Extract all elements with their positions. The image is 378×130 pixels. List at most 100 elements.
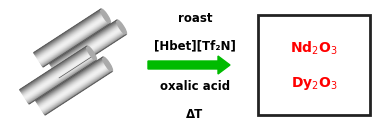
Text: Nd$_2$O$_3$: Nd$_2$O$_3$ [290,39,338,57]
Polygon shape [40,63,107,107]
Polygon shape [57,31,124,75]
Polygon shape [36,58,104,102]
Polygon shape [42,21,109,66]
Polygon shape [56,30,124,74]
Text: oxalic acid: oxalic acid [160,80,230,93]
Polygon shape [26,56,93,100]
Ellipse shape [116,20,127,34]
Polygon shape [37,58,104,103]
Polygon shape [41,66,109,110]
Polygon shape [23,51,90,95]
Polygon shape [39,62,106,106]
Polygon shape [36,13,104,57]
Polygon shape [59,33,126,77]
Polygon shape [40,20,108,64]
Ellipse shape [87,46,96,60]
Polygon shape [36,57,103,101]
Polygon shape [27,57,94,102]
Polygon shape [38,60,105,104]
Polygon shape [43,69,111,113]
Polygon shape [54,27,122,71]
Polygon shape [43,69,111,113]
Polygon shape [37,15,105,59]
Polygon shape [22,48,89,93]
Polygon shape [42,22,110,66]
Polygon shape [35,11,102,55]
Polygon shape [42,67,110,111]
Polygon shape [58,32,125,76]
Polygon shape [39,62,107,106]
Polygon shape [37,59,105,103]
Polygon shape [39,16,106,60]
Polygon shape [28,58,95,102]
Polygon shape [57,31,124,75]
Polygon shape [54,27,122,71]
Polygon shape [42,22,110,66]
Polygon shape [25,53,92,97]
Polygon shape [34,10,102,54]
Polygon shape [41,65,108,109]
Polygon shape [50,21,118,65]
Text: ΔT: ΔT [186,108,204,121]
Polygon shape [25,55,93,99]
Polygon shape [43,68,110,112]
Polygon shape [54,26,121,70]
Ellipse shape [101,9,110,23]
Polygon shape [52,23,119,67]
Polygon shape [40,64,108,108]
Polygon shape [41,65,108,109]
Polygon shape [55,28,122,72]
Polygon shape [25,54,93,98]
Polygon shape [23,50,90,94]
Polygon shape [26,57,94,101]
Polygon shape [40,64,108,108]
Polygon shape [52,23,119,67]
Polygon shape [52,24,120,68]
Polygon shape [23,52,91,96]
Polygon shape [56,29,123,73]
Text: Dy$_2$O$_3$: Dy$_2$O$_3$ [291,76,337,93]
Polygon shape [41,21,108,64]
FancyBboxPatch shape [258,15,370,115]
Polygon shape [39,61,106,105]
Polygon shape [37,59,104,103]
Polygon shape [22,49,89,93]
Polygon shape [56,29,123,73]
Polygon shape [36,12,103,56]
Ellipse shape [102,57,113,72]
Polygon shape [45,70,112,114]
Polygon shape [37,13,104,57]
Polygon shape [40,19,108,63]
Polygon shape [53,25,121,69]
Polygon shape [41,20,108,64]
Polygon shape [28,59,96,103]
Polygon shape [59,34,126,78]
Text: roast: roast [178,11,212,24]
Polygon shape [21,48,88,92]
Polygon shape [40,19,107,63]
Polygon shape [24,53,91,97]
Polygon shape [34,9,101,53]
Polygon shape [57,32,125,76]
Polygon shape [40,63,107,107]
Polygon shape [34,10,102,54]
Text: [Hbet][Tf₂N]: [Hbet][Tf₂N] [154,40,236,53]
Polygon shape [24,52,91,96]
Polygon shape [42,67,109,111]
Polygon shape [58,33,125,77]
Polygon shape [36,12,104,56]
Polygon shape [40,18,107,62]
Polygon shape [53,24,120,68]
Polygon shape [50,21,118,65]
Polygon shape [51,21,118,66]
Polygon shape [35,11,102,55]
Polygon shape [55,28,122,72]
Polygon shape [50,20,117,64]
Polygon shape [27,57,94,101]
Polygon shape [39,18,107,62]
Polygon shape [20,47,88,91]
Polygon shape [26,56,94,100]
Polygon shape [45,71,112,115]
Polygon shape [39,17,107,61]
Polygon shape [57,31,125,76]
